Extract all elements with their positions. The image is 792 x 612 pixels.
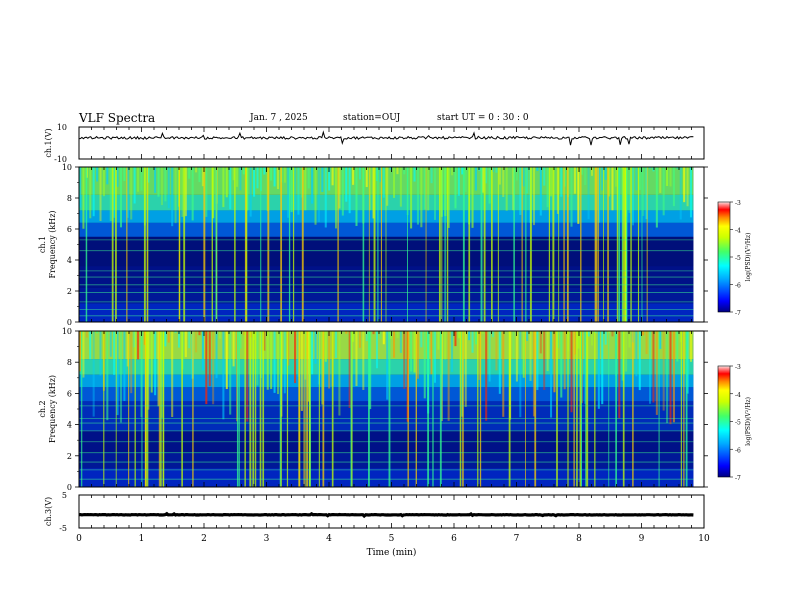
x-tick-label: 10 (698, 534, 710, 544)
colorbar-1-tick: -6 (735, 283, 741, 290)
spectrogram-2-ytick: 0 (67, 483, 72, 492)
colorbar-2 (717, 365, 731, 478)
spectrogram-1-ytick: 8 (67, 194, 72, 203)
colorbar-2-tick: -5 (735, 420, 741, 427)
spectrogram-2-ytick: 10 (62, 327, 72, 336)
colorbar-1-label: log(PSD)(V²/Hz) (745, 233, 752, 282)
spectrogram-2-ylabel-channel: ch.2 (38, 400, 47, 417)
colorbar-1-tick: -3 (735, 200, 741, 207)
data-layer (78, 130, 694, 519)
colorbar-1 (717, 201, 731, 313)
date-label: Jan. 7 , 2025 (250, 113, 308, 123)
spectrogram-2-ytick: 6 (67, 389, 72, 398)
station-label: station=OUJ (343, 113, 401, 123)
ch1-waveform-trace (78, 130, 694, 146)
spectrogram-1-ytick: 2 (67, 287, 72, 296)
x-tick-label: 5 (389, 534, 395, 544)
x-tick-label: 1 (139, 534, 145, 544)
spectrogram-1-cells (79, 167, 694, 322)
colorbar-2-tick: -7 (735, 475, 741, 482)
spectrogram-2-ylabel-frequency: Frequency (kHz) (48, 375, 57, 443)
spectrogram-1-ytick: 10 (62, 163, 72, 172)
colorbar-2-label: log(PSD)(V²/Hz) (745, 397, 752, 446)
spectrogram-2-ytick: 8 (67, 358, 72, 367)
ch1-waveform-ylabel: ch.1(V) (44, 128, 53, 157)
spectrogram-1-ylabel-frequency: Frequency (kHz) (48, 210, 57, 278)
x-tick-label: 2 (201, 534, 207, 544)
axes-layer (75, 126, 733, 529)
ch1-waveform-ytick-top: 10 (57, 123, 67, 132)
x-tick-label: 4 (326, 534, 332, 544)
colorbar-2-tick: -4 (735, 392, 741, 399)
spectrogram-1-ytick: 4 (67, 256, 72, 265)
ch3-waveform-ylabel: ch.3(V) (44, 497, 53, 526)
spectrogram-1-ytick: 6 (67, 225, 72, 234)
x-axis-label: Time (min) (367, 547, 417, 558)
ch3-waveform-ytick-bottom: -5 (59, 524, 67, 533)
colorbar-1-tick: -7 (735, 310, 741, 317)
x-tick-label: 8 (576, 534, 582, 544)
x-tick-label: 3 (264, 534, 270, 544)
x-tick-label: 7 (514, 534, 520, 544)
spectrogram-2-cells (79, 331, 694, 487)
ch3-waveform-trace (78, 511, 694, 519)
x-tick-label: 0 (76, 534, 82, 544)
colorbar-1-tick: -4 (735, 228, 741, 235)
x-tick-label: 9 (639, 534, 645, 544)
colorbar-1-tick: -5 (735, 255, 741, 262)
chart-title: VLF Spectra (79, 111, 156, 125)
start-time-label: start UT = 0 : 30 : 0 (437, 113, 529, 123)
spectrogram-1-ylabel-channel: ch.1 (38, 236, 47, 253)
ch1-waveform-ytick-bottom: -10 (54, 155, 67, 164)
colorbar-2-tick: -6 (735, 447, 741, 454)
ch3-waveform-ytick-top: 5 (62, 491, 67, 500)
colorbar-2-tick: -3 (735, 364, 741, 371)
x-tick-label: 6 (451, 534, 457, 544)
spectrogram-2-ytick: 4 (67, 421, 72, 430)
spectrogram-1-ytick: 0 (67, 318, 72, 327)
spectrogram-2-ytick: 2 (67, 452, 72, 461)
